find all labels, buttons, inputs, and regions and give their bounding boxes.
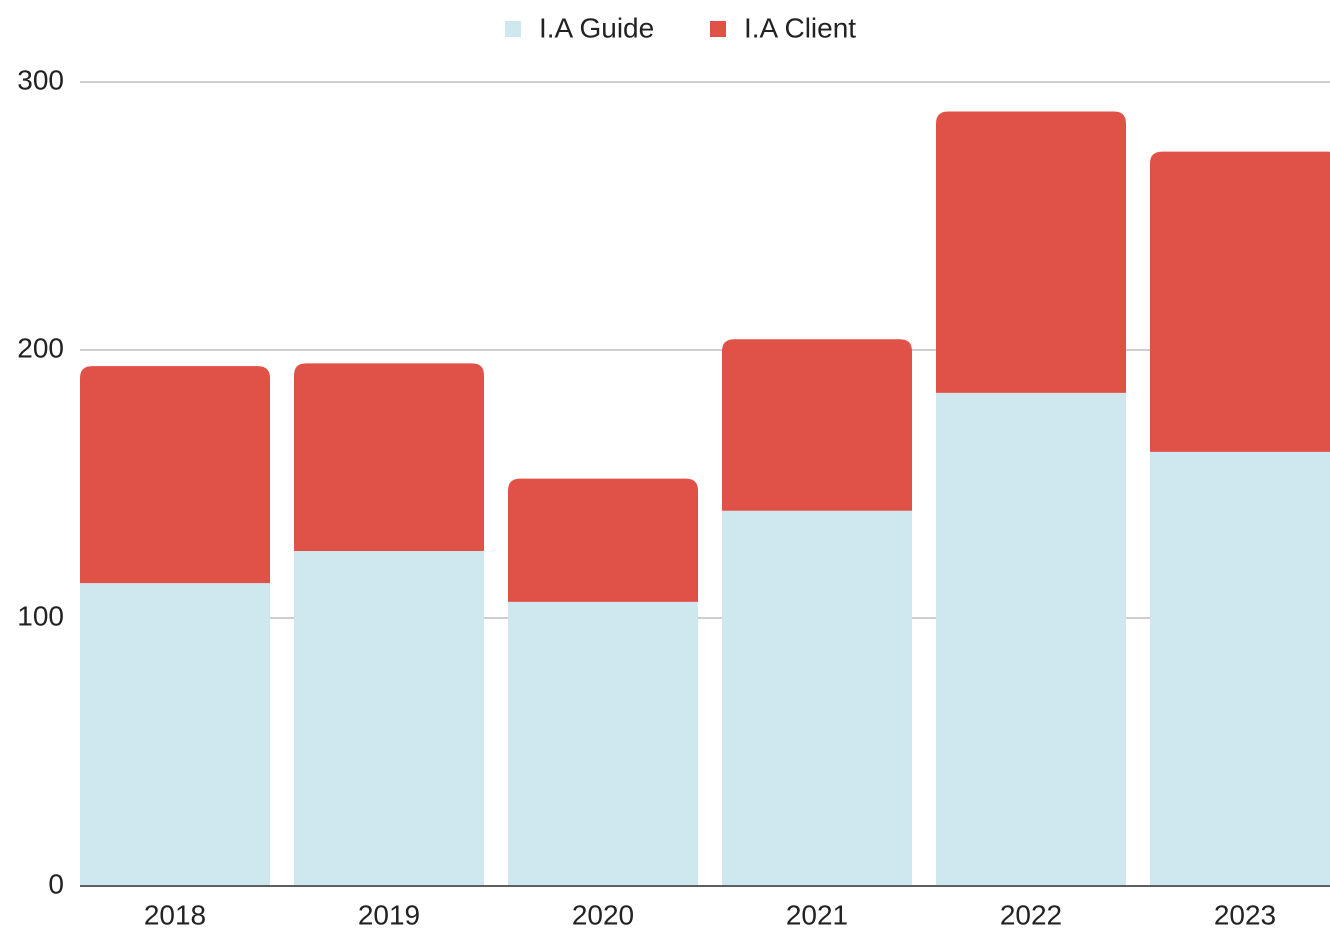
x-tick-label: 2018 [144,899,206,930]
legend-label: I.A Guide [539,12,654,43]
x-tick-label: 2020 [572,899,634,930]
bar-segment [936,392,1126,886]
bar-segment [1150,451,1330,886]
y-tick-label: 200 [17,332,64,363]
y-tick-label: 300 [17,64,64,95]
bar-segment [80,366,270,584]
x-tick-label: 2021 [786,899,848,930]
bar-segment [508,478,698,602]
bar-segment [508,601,698,886]
bar-segment [80,583,270,886]
legend-label: I.A Client [744,12,856,43]
bar-segment [1150,151,1330,452]
y-tick-label: 0 [48,868,64,899]
x-tick-label: 2023 [1214,899,1276,930]
bar-segment [722,339,912,511]
legend-swatch [505,21,521,37]
bar-segment [294,551,484,886]
x-tick-label: 2019 [358,899,420,930]
x-tick-label: 2022 [1000,899,1062,930]
y-tick-label: 100 [17,600,64,631]
bar-segment [936,111,1126,393]
legend-swatch [710,21,726,37]
bar-segment [294,363,484,551]
bar-segment [722,510,912,886]
